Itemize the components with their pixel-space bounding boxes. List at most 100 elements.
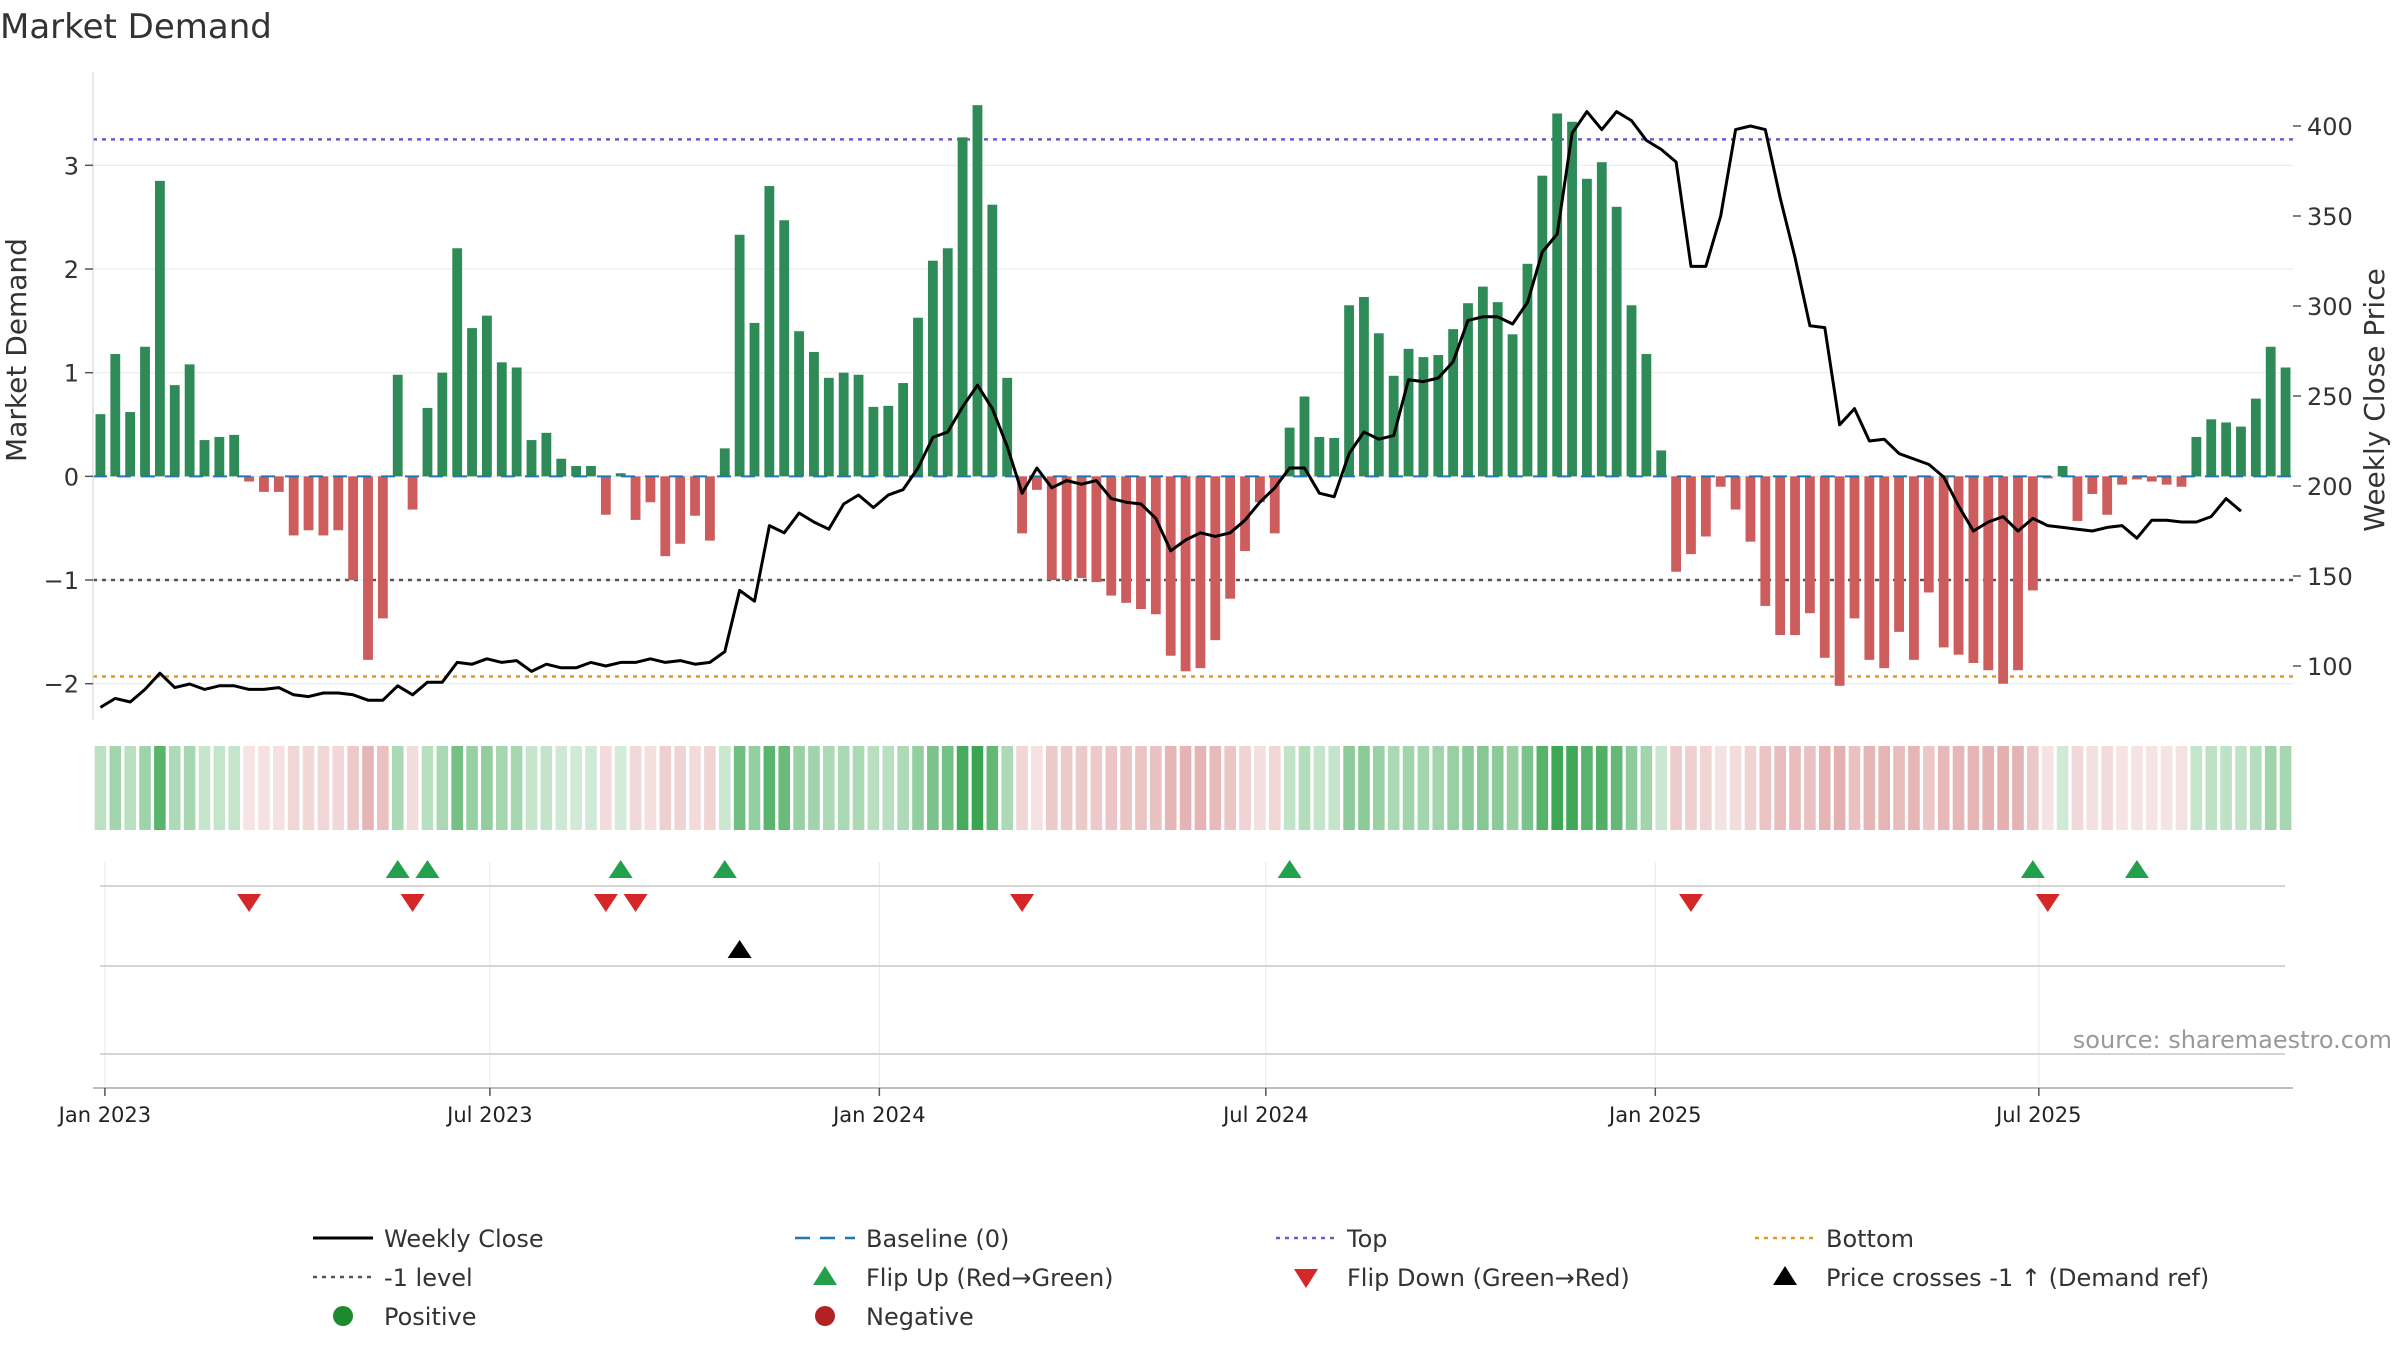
demand-bar: [720, 448, 730, 476]
demand-bar: [1062, 476, 1072, 580]
heat-cell: [1908, 746, 1920, 830]
heat-cell: [660, 746, 672, 830]
x-tick-label: Jul 2024: [1221, 1103, 1308, 1127]
y-tick-label: −2: [44, 671, 79, 699]
demand-bar: [1091, 476, 1101, 582]
heat-cell: [808, 746, 820, 830]
demand-bar: [363, 476, 373, 660]
heat-cell: [347, 746, 359, 830]
demand-bar: [1314, 437, 1324, 476]
demand-bar: [1121, 476, 1131, 602]
heat-cell: [362, 746, 374, 830]
demand-bar: [1864, 476, 1874, 660]
heat-cell: [853, 746, 865, 830]
demand-bar: [987, 205, 997, 477]
heat-cell: [1418, 746, 1430, 830]
heat-cell: [1507, 746, 1519, 830]
demand-bar: [2028, 476, 2038, 590]
demand-bar: [779, 220, 789, 476]
demand-bar: [2221, 422, 2231, 476]
heat-cell: [1834, 746, 1846, 830]
demand-bar: [1225, 476, 1235, 598]
y-tick-label: 1: [64, 360, 79, 388]
heat-cell: [704, 746, 716, 830]
demand-bar: [735, 235, 745, 477]
demand-bar: [1404, 349, 1414, 477]
demand-bars: [93, 105, 2293, 686]
heat-cell: [1641, 746, 1653, 830]
heat-cell: [1135, 746, 1147, 830]
heat-cell: [1611, 746, 1623, 830]
flip-down-marker: [624, 894, 648, 912]
heat-cell: [570, 746, 582, 830]
demand-bar: [2281, 367, 2291, 476]
heat-cell: [1210, 746, 1222, 830]
heat-cell: [1982, 746, 1994, 830]
heat-cell: [2235, 746, 2247, 830]
demand-bar: [1597, 162, 1607, 476]
heat-cell: [2012, 746, 2024, 830]
heat-cell: [303, 746, 315, 830]
y-tick-label: 3: [64, 152, 79, 180]
demand-bar: [705, 476, 715, 540]
demand-bar: [675, 476, 685, 543]
demand-bar: [764, 186, 774, 476]
heat-cell: [1254, 746, 1266, 830]
y2-tick-label: 200: [2307, 473, 2353, 501]
heat-cell: [987, 746, 999, 830]
heat-cell: [243, 746, 255, 830]
demand-bar: [913, 318, 923, 477]
heat-cell: [1774, 746, 1786, 830]
demand-bar: [1641, 354, 1651, 476]
demand-bar: [1567, 122, 1577, 477]
demand-bar: [1136, 476, 1146, 609]
demand-heat-strip: [95, 746, 2292, 830]
heat-cell: [2280, 746, 2292, 830]
heat-cell: [2087, 746, 2099, 830]
y-tick-label: 2: [64, 256, 79, 284]
legend: Weekly Close Baseline (0) Top Bottom-1 leve…: [313, 1225, 2209, 1331]
demand-bar: [1939, 476, 1949, 647]
heat-cell: [184, 746, 196, 830]
demand-bar: [794, 331, 804, 476]
heat-cell: [1314, 746, 1326, 830]
heat-cell: [868, 746, 880, 830]
y-tick-label: −1: [44, 567, 79, 595]
heat-cell: [1804, 746, 1816, 830]
demand-bar: [660, 476, 670, 556]
legend-label: Baseline (0): [866, 1225, 1009, 1253]
heat-cell: [749, 746, 761, 830]
demand-bar: [1151, 476, 1161, 614]
heat-cell: [1343, 746, 1355, 830]
demand-bar: [571, 466, 581, 476]
heat-cell: [2101, 746, 2113, 830]
heat-cell: [719, 746, 731, 830]
demand-bar: [229, 435, 239, 476]
demand-bar: [1686, 476, 1696, 554]
demand-bar: [378, 476, 388, 618]
y-axis-label: Market Demand: [0, 238, 33, 462]
y2-tick-label: 400: [2307, 113, 2353, 141]
demand-bar: [1998, 476, 2008, 683]
heat-cell: [2057, 746, 2069, 830]
heat-cell: [1581, 746, 1593, 830]
x-tick-label: Jan 2024: [831, 1103, 926, 1127]
demand-bar: [1196, 476, 1206, 668]
heat-cell: [1819, 746, 1831, 830]
heat-cell: [407, 746, 419, 830]
flip-down-marker: [1679, 894, 1703, 912]
demand-bar: [497, 362, 507, 476]
legend-swatch: [1773, 1266, 1797, 1285]
heat-cell: [273, 746, 285, 830]
demand-bar: [1746, 476, 1756, 541]
heat-cell: [214, 746, 226, 830]
heat-cell: [1923, 746, 1935, 830]
heat-cell: [169, 746, 181, 830]
heat-cell: [838, 746, 850, 830]
heat-cell: [1477, 746, 1489, 830]
market-demand-chart: Market Demand −2−10123100150200250300350…: [0, 0, 2400, 1350]
demand-bar: [1969, 476, 1979, 663]
heat-cell: [1031, 746, 1043, 830]
legend-swatch: [815, 1306, 835, 1326]
demand-bar: [408, 476, 418, 509]
